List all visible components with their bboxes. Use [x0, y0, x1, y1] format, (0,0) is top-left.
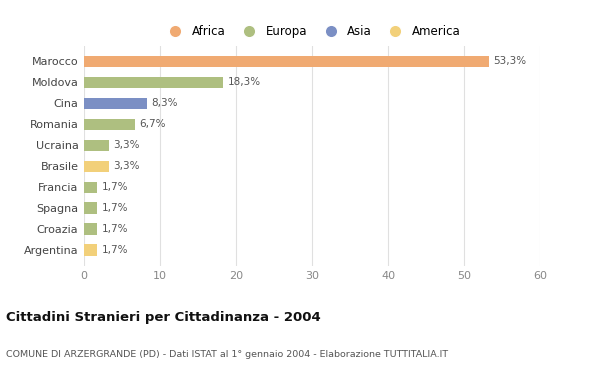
Text: 1,7%: 1,7%: [101, 224, 128, 234]
Legend: Africa, Europa, Asia, America: Africa, Europa, Asia, America: [161, 23, 463, 41]
Bar: [84, 223, 97, 235]
Text: 1,7%: 1,7%: [101, 245, 128, 255]
Bar: [84, 119, 135, 130]
Text: 3,3%: 3,3%: [113, 161, 140, 171]
Text: 18,3%: 18,3%: [227, 78, 261, 87]
Bar: [84, 139, 109, 151]
Bar: [84, 203, 97, 214]
Bar: [84, 55, 489, 67]
Bar: [84, 77, 223, 88]
Bar: [84, 244, 97, 256]
Text: 1,7%: 1,7%: [101, 182, 128, 192]
Text: COMUNE DI ARZERGRANDE (PD) - Dati ISTAT al 1° gennaio 2004 - Elaborazione TUTTIT: COMUNE DI ARZERGRANDE (PD) - Dati ISTAT …: [6, 350, 448, 359]
Text: 8,3%: 8,3%: [152, 98, 178, 108]
Text: 3,3%: 3,3%: [113, 140, 140, 150]
Text: 6,7%: 6,7%: [139, 119, 166, 129]
Text: Cittadini Stranieri per Cittadinanza - 2004: Cittadini Stranieri per Cittadinanza - 2…: [6, 311, 321, 324]
Bar: [84, 98, 147, 109]
Text: 53,3%: 53,3%: [494, 56, 527, 66]
Bar: [84, 160, 109, 172]
Text: 1,7%: 1,7%: [101, 203, 128, 213]
Bar: [84, 182, 97, 193]
